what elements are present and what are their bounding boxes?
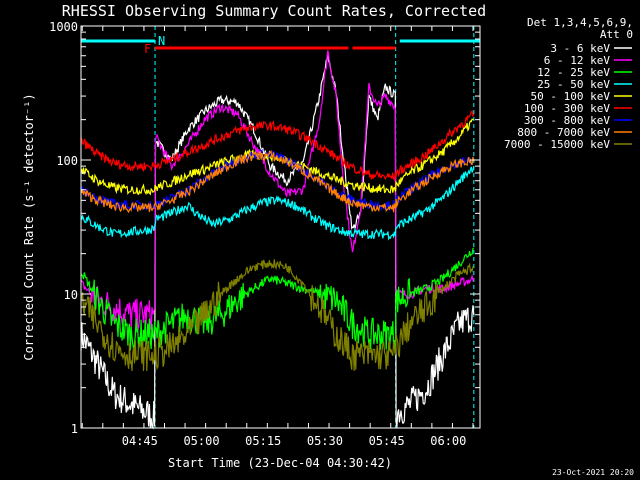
series-line <box>80 118 474 196</box>
legend-label: 7000 - 15000 keV <box>504 138 610 151</box>
y-tick-label: 100 <box>56 154 78 168</box>
night-flag-bar <box>399 39 480 43</box>
chart-title: RHESSI Observing Summary Count Rates, Co… <box>62 2 486 20</box>
series-layer <box>80 50 475 430</box>
legend-label: 25 - 50 keV <box>537 78 610 91</box>
flare-flag-label: F <box>144 42 151 56</box>
x-tick-label: 05:30 <box>307 434 343 448</box>
series-line <box>80 259 474 372</box>
y-axis-label: Corrected Count Rate (s⁻¹ detector⁻¹) <box>22 93 36 360</box>
x-tick-label: 05:15 <box>245 434 281 448</box>
x-tick-label: 04:45 <box>122 434 158 448</box>
legend-label: 50 - 100 keV <box>531 90 611 103</box>
flare-flag-bar <box>352 46 396 50</box>
legend-detectors: Det 1,3,4,5,6,9, <box>527 16 633 29</box>
legend-label: 6 - 12 keV <box>544 54 611 67</box>
legend-label: 300 - 800 keV <box>524 114 610 127</box>
x-tick-label: 05:45 <box>369 434 405 448</box>
legend-label: 800 - 7000 keV <box>517 126 610 139</box>
y-tick-label: 10 <box>64 288 78 302</box>
y-axis: 1 10 100 1000 <box>49 20 480 436</box>
y-tick-label: 1000 <box>49 20 78 34</box>
legend-label: 3 - 6 keV <box>550 42 610 55</box>
series-line <box>80 52 475 430</box>
x-axis: 04:45 05:00 05:15 05:30 05:45 06:00 <box>81 26 474 448</box>
series-line <box>80 165 475 241</box>
flare-flag-bar <box>155 46 349 50</box>
night-flag-label: N <box>158 34 165 48</box>
x-tick-label: 06:00 <box>430 434 466 448</box>
series-line <box>80 109 475 182</box>
legend-label: 100 - 300 keV <box>524 102 610 115</box>
night-flag-bar <box>81 39 156 43</box>
legend-label: 12 - 25 keV <box>537 66 610 79</box>
plot-frame <box>80 25 481 429</box>
flag-bars: N F <box>81 34 480 56</box>
series-line <box>80 149 475 214</box>
legend-attenuator: Att 0 <box>600 28 633 41</box>
y-tick-label: 1 <box>71 422 78 436</box>
footer-timestamp: 23-Oct-2021 20:20 <box>552 468 634 477</box>
x-axis-label: Start Time (23-Dec-04 04:30:42) <box>168 456 392 470</box>
x-tick-label: 05:00 <box>183 434 219 448</box>
